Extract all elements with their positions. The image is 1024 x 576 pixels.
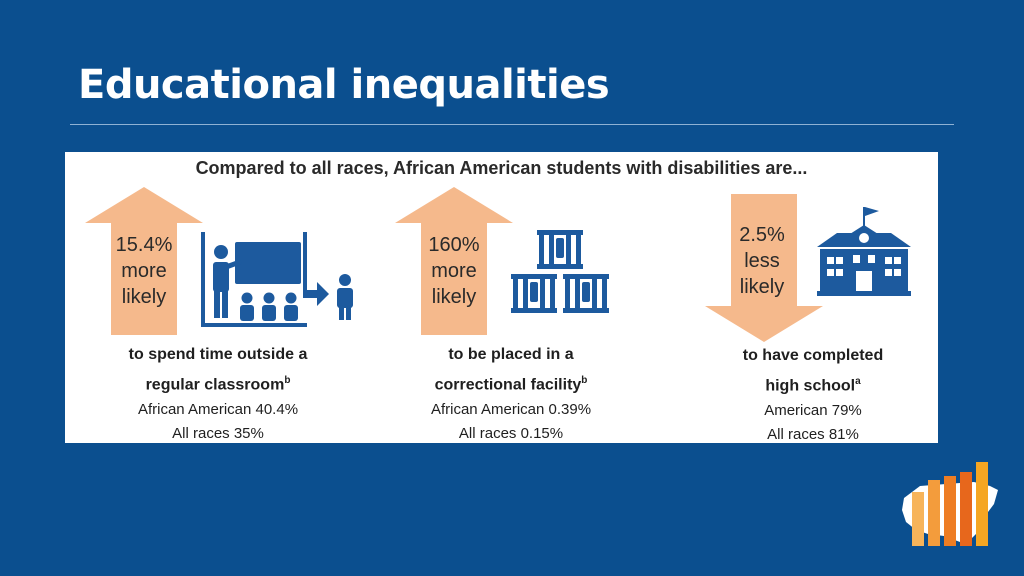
arrow-1-value: 15.4%: [115, 234, 173, 256]
arrow-3-likely: likely: [739, 276, 785, 298]
stat-1-desc-line2: regular classroomb: [145, 375, 291, 394]
slide-title: Educational inequalities: [78, 62, 610, 108]
stat-block-2: to be placed in a correctional facilityb…: [386, 342, 636, 446]
arrow-3-value: 2.5%: [739, 224, 785, 246]
arrow-2-word: more: [431, 260, 477, 282]
down-arrow-3: [705, 194, 823, 342]
arrow-2-text: 160% more likely: [421, 232, 487, 310]
classroom-icon: [201, 232, 353, 327]
panel-heading: Compared to all races, African American …: [195, 158, 808, 178]
arrow-1-word: more: [121, 260, 167, 282]
stat-2-desc-line2: correctional facilityb: [434, 375, 588, 394]
stat-3-group-value: American 79%: [764, 402, 862, 420]
stat-1-group-value: African American 40.4%: [137, 401, 299, 419]
arrow-1-text: 15.4% more likely: [111, 232, 177, 310]
arrow-2-value: 160%: [428, 234, 480, 256]
arrow-1-likely: likely: [121, 286, 167, 308]
stat-1-all-races-value: All races 35%: [172, 425, 264, 443]
school-building-icon: [817, 207, 911, 296]
jail-cells-icon: [511, 230, 609, 313]
stat-block-3: to have completed high schoola American …: [688, 343, 938, 447]
stat-3-all-races-value: All races 81%: [767, 426, 859, 444]
stat-block-1: to spend time outside a regular classroo…: [93, 342, 343, 446]
organization-logo: [902, 462, 998, 546]
stat-2-desc-line1: to be placed in a: [448, 346, 574, 363]
up-arrow-1: [85, 187, 203, 335]
arrow-3-word: less: [744, 250, 780, 272]
stat-2-all-races-value: All races 0.15%: [458, 425, 564, 443]
title-divider: [70, 124, 954, 125]
stat-3-desc-line1: to have completed: [742, 347, 884, 364]
stat-1-desc-line1: to spend time outside a: [128, 346, 308, 363]
arrow-2-likely: likely: [431, 286, 477, 308]
arrow-3-text: 2.5% less likely: [729, 222, 795, 300]
infographic-panel: Compared to all races, African American …: [65, 152, 938, 443]
up-arrow-2: [395, 187, 513, 335]
stat-3-desc-line2: high schoola: [765, 376, 861, 395]
stat-2-group-value: African American 0.39%: [430, 401, 592, 419]
